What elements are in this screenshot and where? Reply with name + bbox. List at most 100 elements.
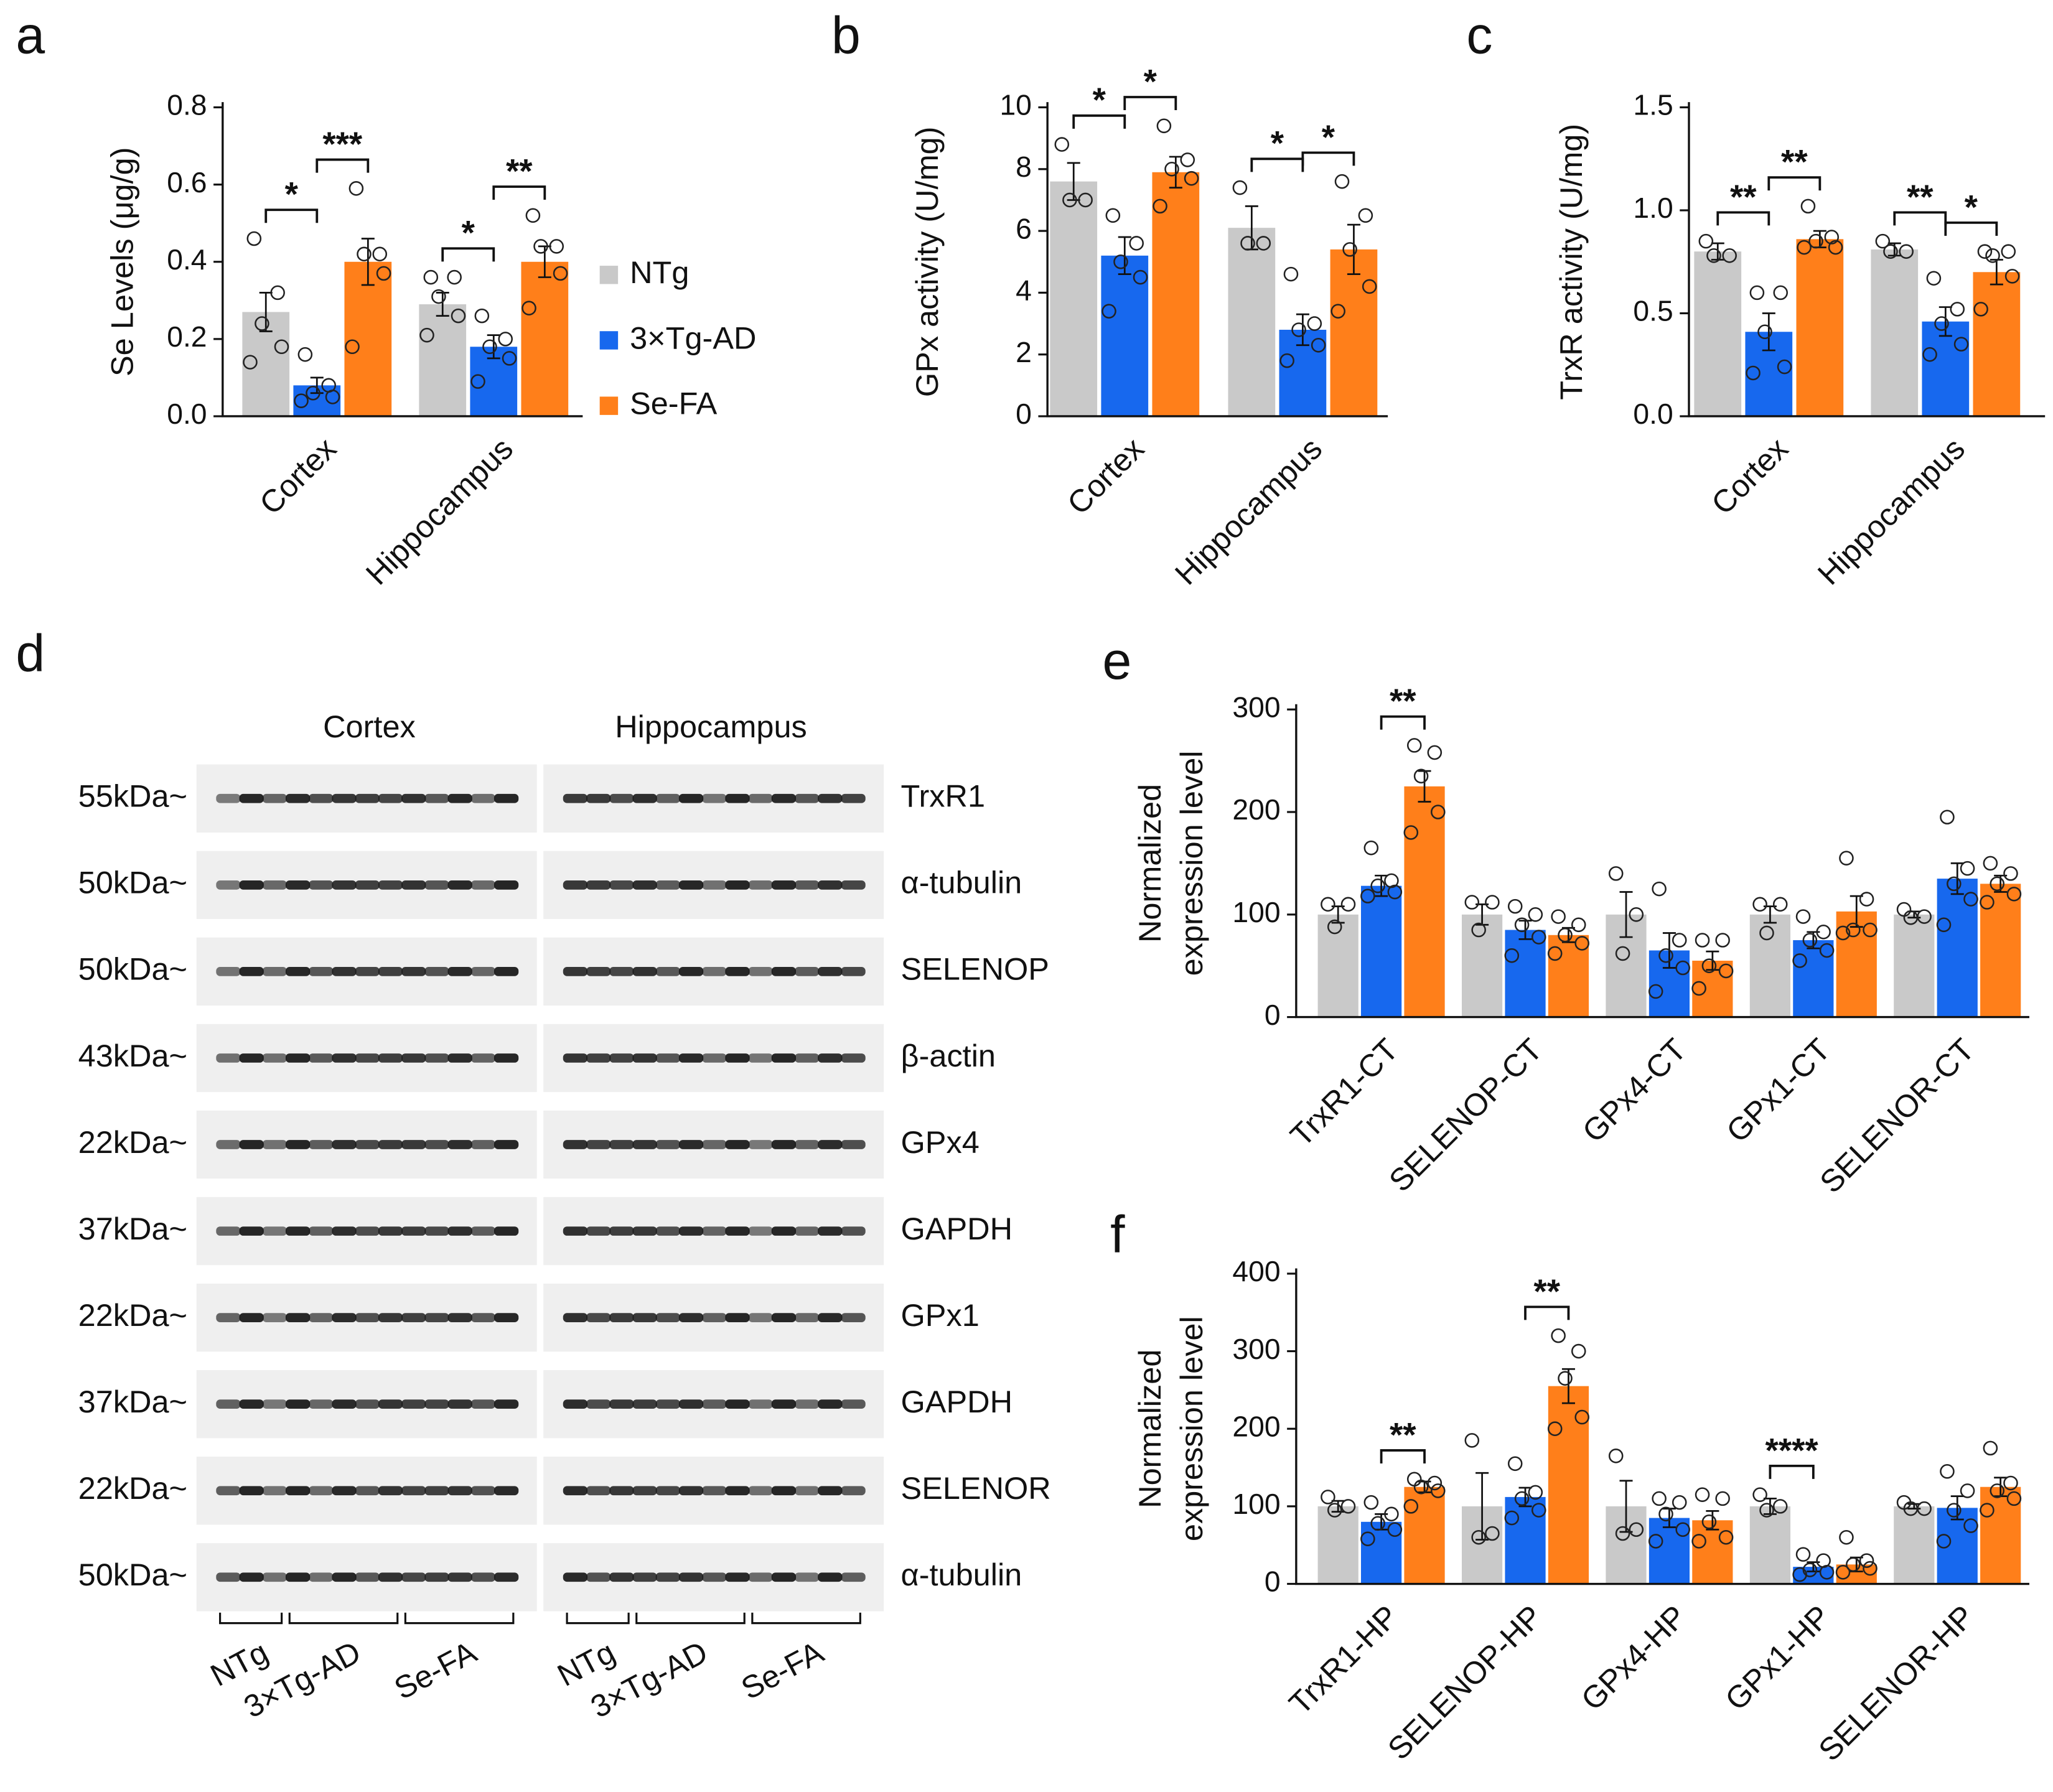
data-point — [1985, 248, 2000, 263]
y-tick-label: 10 — [999, 89, 1031, 121]
legend-label: Se-FA — [630, 385, 718, 421]
data-point — [1571, 917, 1586, 933]
band — [771, 1140, 797, 1149]
error-bar — [310, 376, 324, 394]
band — [725, 1053, 750, 1063]
band — [841, 1226, 866, 1236]
data-point — [1370, 1516, 1385, 1531]
significance-label: **** — [1765, 1430, 1819, 1469]
band — [262, 1313, 288, 1322]
band — [332, 1053, 357, 1063]
data-point — [1507, 1456, 1523, 1472]
band — [447, 1053, 472, 1063]
data-point — [553, 266, 568, 281]
band — [655, 880, 680, 890]
band — [447, 1572, 472, 1582]
band — [678, 1572, 704, 1582]
data-point — [1883, 244, 1898, 259]
band — [285, 880, 311, 890]
data-point — [1283, 266, 1299, 282]
band — [632, 1053, 657, 1063]
data-point — [1658, 1506, 1673, 1522]
bar — [1361, 885, 1402, 1017]
band — [725, 1226, 750, 1236]
band — [678, 1313, 704, 1322]
error-bar — [1347, 223, 1360, 275]
band — [309, 1226, 334, 1236]
bar — [1894, 914, 1935, 1017]
band — [309, 880, 334, 890]
y-tick-label: 200 — [1232, 793, 1280, 826]
data-point — [1899, 244, 1914, 259]
protein-label: GAPDH — [901, 1384, 1012, 1419]
significance-label: * — [462, 213, 475, 252]
band — [702, 1226, 727, 1236]
significance-bracket — [264, 208, 319, 223]
band — [841, 1486, 866, 1496]
data-point — [1792, 1567, 1807, 1582]
band — [794, 1486, 820, 1496]
band — [401, 1572, 426, 1582]
protein-label: SELENOR — [901, 1470, 1051, 1506]
data-point — [1772, 897, 1788, 912]
band — [655, 793, 680, 803]
axes — [1295, 1268, 2029, 1585]
significance-label: * — [1965, 187, 1978, 226]
band — [424, 880, 449, 890]
data-point — [1129, 236, 1144, 251]
bar — [1317, 1506, 1359, 1584]
band — [216, 1313, 241, 1322]
band — [586, 793, 611, 803]
x-tick-label: GPx4-HP — [1574, 1598, 1693, 1717]
band — [355, 793, 380, 803]
data-point — [2003, 1475, 2018, 1491]
data-point — [1795, 1547, 1811, 1562]
y-tick-label: 100 — [1232, 1488, 1280, 1520]
bar — [1648, 1518, 1690, 1584]
band — [378, 1313, 403, 1322]
data-point — [372, 246, 388, 262]
data-point — [1485, 895, 1500, 910]
y-axis-label: expression level — [1174, 1316, 1209, 1541]
significance-bracket — [1524, 1305, 1570, 1320]
data-point — [1980, 1503, 1995, 1518]
band — [609, 793, 634, 803]
band — [378, 1226, 403, 1236]
bar — [1937, 1508, 1978, 1584]
x-tick-label: GPx1-CT — [1719, 1032, 1837, 1149]
data-point — [1819, 943, 1835, 958]
error-bar — [1990, 259, 2003, 286]
data-point — [1558, 1371, 1573, 1386]
data-point — [1695, 1487, 1710, 1502]
band — [609, 967, 634, 976]
band — [378, 1140, 403, 1149]
band — [262, 1140, 288, 1149]
data-point — [1507, 898, 1523, 914]
data-point — [502, 351, 517, 366]
data-point — [1558, 927, 1573, 943]
data-point — [1307, 316, 1322, 331]
data-point — [1752, 1487, 1767, 1502]
data-point — [470, 374, 485, 389]
data-point — [1471, 1529, 1486, 1545]
band — [771, 1572, 797, 1582]
band — [655, 1313, 680, 1322]
band — [401, 1226, 426, 1236]
band — [309, 793, 334, 803]
legend-swatch — [599, 266, 619, 284]
bar — [1796, 239, 1844, 416]
band — [424, 1313, 449, 1322]
band — [818, 1572, 843, 1582]
data-point — [521, 301, 536, 315]
data-point — [1413, 768, 1429, 784]
data-point — [1859, 892, 1874, 907]
data-point — [1531, 1503, 1546, 1518]
band — [239, 1486, 264, 1496]
data-point — [1983, 856, 1998, 871]
data-point — [1608, 866, 1624, 881]
legend-label: 3×Tg-AD — [630, 320, 756, 355]
band — [748, 967, 773, 976]
band — [563, 1313, 588, 1322]
group-bracket — [404, 1612, 515, 1625]
band-size: 50kDa~ — [78, 865, 187, 900]
